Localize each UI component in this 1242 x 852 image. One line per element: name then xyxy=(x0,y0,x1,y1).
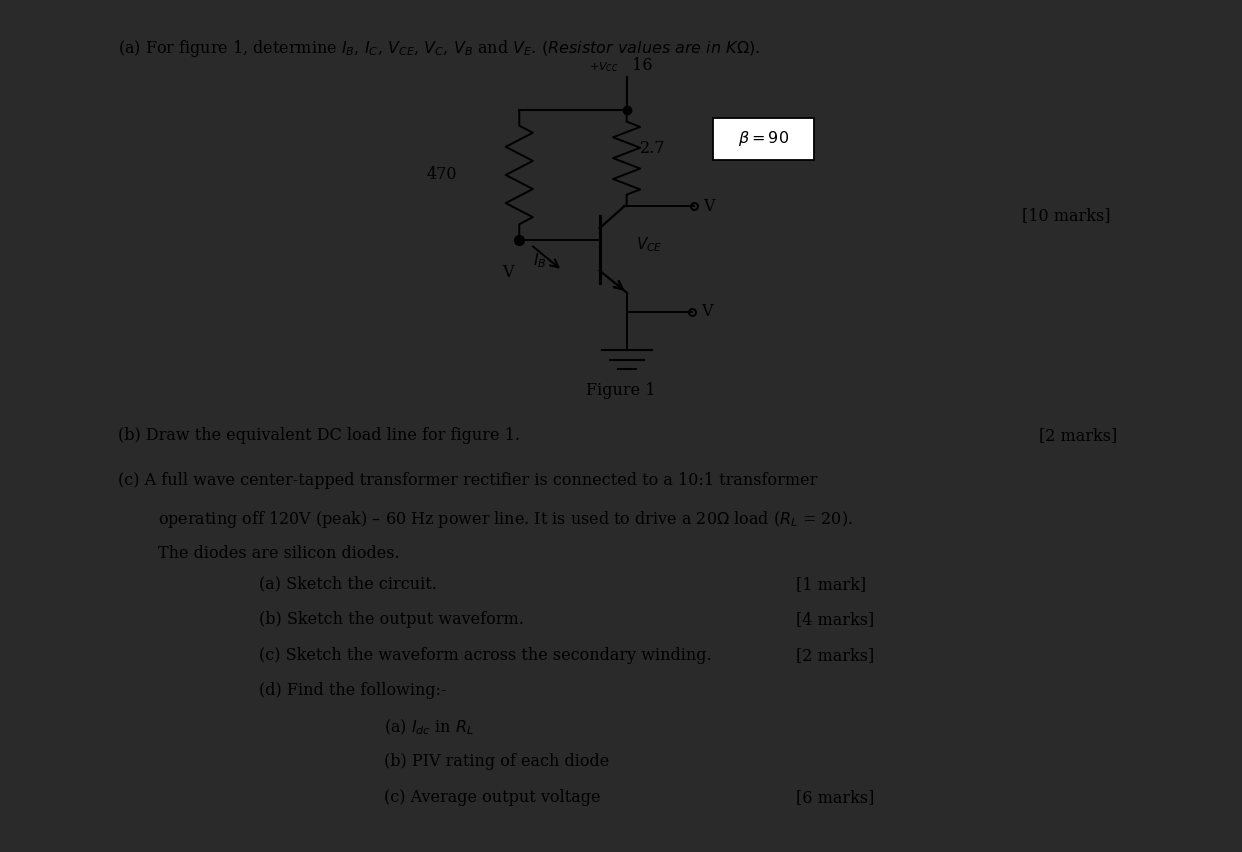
Text: [10 marks]: [10 marks] xyxy=(1022,207,1110,224)
Text: $I_B$: $I_B$ xyxy=(533,251,546,270)
Text: 2.7: 2.7 xyxy=(640,140,666,157)
Text: 16: 16 xyxy=(632,57,653,73)
Text: (b) PIV rating of each diode: (b) PIV rating of each diode xyxy=(384,753,609,770)
Text: The diodes are silicon diodes.: The diodes are silicon diodes. xyxy=(158,545,399,562)
Text: V: V xyxy=(502,264,514,281)
Text: 470: 470 xyxy=(426,166,457,183)
Text: [4 marks]: [4 marks] xyxy=(796,611,874,628)
Text: [2 marks]: [2 marks] xyxy=(796,647,874,664)
Text: operating off 120V (peak) – 60 Hz power line. It is used to drive a 20$\Omega$ l: operating off 120V (peak) – 60 Hz power … xyxy=(158,509,852,530)
Text: $V_{CE}$: $V_{CE}$ xyxy=(636,235,662,254)
Text: (a) Sketch the circuit.: (a) Sketch the circuit. xyxy=(260,576,437,593)
Text: [6 marks]: [6 marks] xyxy=(796,789,874,806)
Text: (b) Sketch the output waveform.: (b) Sketch the output waveform. xyxy=(260,611,524,628)
Text: (a) $I_{dc}$ in $R_L$: (a) $I_{dc}$ in $R_L$ xyxy=(384,718,473,737)
Text: (c) A full wave center-tapped transformer rectifier is connected to a 10:1 trans: (c) A full wave center-tapped transforme… xyxy=(118,472,817,489)
Text: (b) Draw the equivalent DC load line for figure 1.: (b) Draw the equivalent DC load line for… xyxy=(118,427,520,444)
Text: [1 mark]: [1 mark] xyxy=(796,576,867,593)
Text: V: V xyxy=(702,303,713,320)
Text: $\beta = 90$: $\beta = 90$ xyxy=(738,130,789,148)
Text: [2 marks]: [2 marks] xyxy=(1040,427,1118,444)
Text: (c) Average output voltage: (c) Average output voltage xyxy=(384,789,600,806)
FancyBboxPatch shape xyxy=(713,118,815,160)
Text: (c) Sketch the waveform across the secondary winding.: (c) Sketch the waveform across the secon… xyxy=(260,647,712,664)
Text: (d) Find the following:-: (d) Find the following:- xyxy=(260,682,447,699)
Text: V: V xyxy=(703,198,715,215)
Text: (a) For figure 1, determine $I_B$, $I_C$, $V_{CE}$, $V_C$, $V_B$ and $V_E$. $\it: (a) For figure 1, determine $I_B$, $I_C$… xyxy=(118,38,760,59)
Text: Figure 1: Figure 1 xyxy=(586,382,656,399)
Text: $+V_{CC}$: $+V_{CC}$ xyxy=(590,60,619,73)
